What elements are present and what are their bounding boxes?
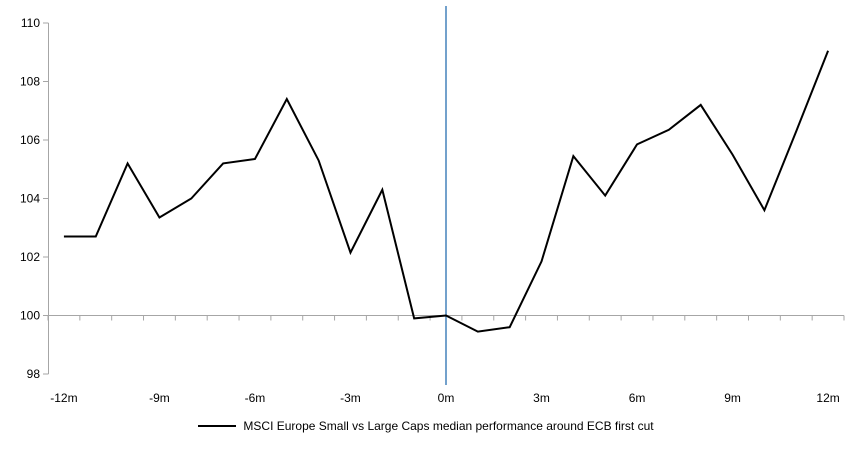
y-tick-label: 104: [20, 192, 40, 206]
x-tick-label: -9m: [149, 391, 170, 405]
x-tick-label: 3m: [533, 391, 550, 405]
x-tick-label: 12m: [816, 391, 839, 405]
legend-label: MSCI Europe Small vs Large Caps median p…: [243, 419, 654, 433]
x-tick-label: -12m: [50, 391, 77, 405]
x-tick-label: 0m: [438, 391, 455, 405]
x-tick-label: 9m: [724, 391, 741, 405]
y-tick-label: 102: [20, 250, 40, 264]
legend: MSCI Europe Small vs Large Caps median p…: [0, 419, 852, 433]
y-axis-group: 110 108 106 104 102 100 98: [20, 16, 49, 381]
legend-line-swatch: [198, 425, 237, 427]
series-line: [63, 50, 830, 333]
x-tick-label: -6m: [245, 391, 266, 405]
x-tick-label: -3m: [340, 391, 361, 405]
y-tick-label: 106: [20, 133, 40, 147]
y-tick-label: 98: [27, 367, 41, 381]
x-tick-label: 6m: [629, 391, 646, 405]
y-tick-label: 110: [21, 16, 40, 30]
y-tick-label: 100: [20, 309, 40, 323]
series-group: [63, 50, 830, 333]
y-tick-label: 108: [20, 75, 40, 89]
x-axis-group: -12m -9m -6m -3m 0m 3m 6m 9m 12m: [47, 315, 845, 405]
